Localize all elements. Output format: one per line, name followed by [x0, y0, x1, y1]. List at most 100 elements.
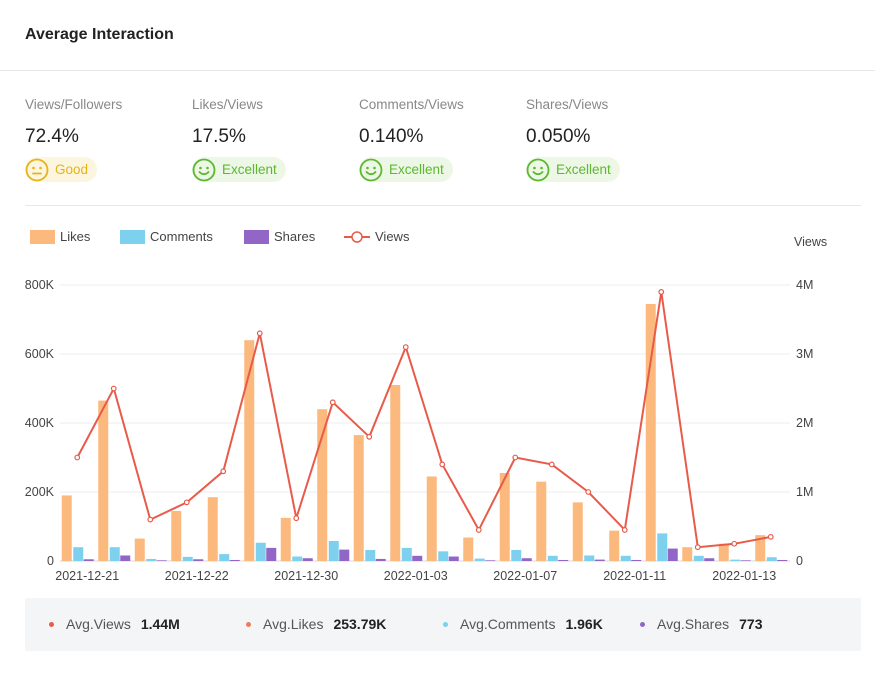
views-point — [256, 330, 263, 337]
legend-swatch — [120, 230, 145, 244]
comments-bar — [255, 542, 266, 561]
comments-bar — [693, 555, 704, 561]
views-point — [475, 527, 482, 533]
views-point — [147, 516, 154, 523]
legend-label: Shares — [274, 229, 316, 244]
y-left-tick-label: 200K — [25, 485, 55, 499]
summary-avg-views: Avg.Views 1.44M — [49, 598, 180, 651]
card-title: Average Interaction — [25, 26, 174, 43]
shares-bar — [485, 560, 496, 561]
summary-avg-likes: Avg.Likes 253.79K — [246, 598, 386, 651]
metric-label: Views/Followers — [25, 97, 123, 112]
views-point — [110, 385, 117, 392]
metric-likes-views: Likes/Views 17.5% Excellent — [192, 96, 352, 187]
metric-value: 0.050% — [526, 126, 591, 147]
shares-bar — [631, 559, 642, 561]
card-header: Average Interaction — [0, 0, 875, 71]
views-point — [621, 527, 628, 533]
rating-badge: Excellent — [192, 157, 286, 182]
comments-bar — [730, 559, 741, 561]
shares-bar — [740, 560, 751, 561]
summary-value: 773 — [739, 616, 763, 632]
comments-bar — [109, 547, 120, 561]
y-left-tick-label: 0 — [47, 554, 54, 568]
comments-bar — [219, 554, 230, 561]
legend-swatch — [30, 230, 55, 244]
views-point — [293, 515, 300, 522]
x-tick-label: 2022-01-11 — [603, 569, 666, 583]
x-tick-label: 2021-12-30 — [274, 569, 338, 583]
summary-dot — [246, 621, 251, 627]
section-divider — [25, 205, 861, 206]
summary-avg-comments: Avg.Comments 1.96K — [443, 598, 603, 651]
likes-bar — [682, 547, 693, 561]
metric-views-followers: Views/Followers 72.4% Good — [25, 96, 185, 187]
y-right-tick-label: 1M — [796, 485, 813, 499]
comments-bar — [328, 540, 339, 561]
shares-bar — [302, 558, 313, 561]
legend-label: Views — [375, 229, 410, 244]
likes-bar — [645, 303, 656, 561]
likes-bar — [244, 340, 255, 561]
shares-bar — [412, 555, 423, 561]
views-point — [402, 344, 409, 351]
summary-value: 1.44M — [140, 616, 180, 632]
summary-value: 253.79K — [333, 616, 387, 632]
x-tick-label: 2022-01-13 — [712, 569, 776, 583]
smile-face-icon — [526, 158, 550, 181]
shares-bar — [667, 548, 678, 561]
rating-text: Excellent — [222, 162, 277, 177]
y-right-tick-label: 0 — [796, 554, 803, 568]
comments-bar — [292, 556, 303, 561]
comments-bar — [584, 555, 595, 561]
likes-bar — [499, 473, 510, 561]
views-point — [366, 433, 373, 440]
summary-label: Avg.Shares — [657, 616, 730, 632]
views-point — [731, 540, 738, 547]
likes-bar — [61, 495, 72, 561]
metric-label: Comments/Views — [359, 97, 464, 112]
views-point — [439, 461, 446, 468]
likes-bar — [390, 385, 401, 561]
neutral-face-icon — [25, 158, 49, 181]
shares-bar — [83, 559, 94, 561]
x-tick-label: 2022-01-03 — [384, 569, 448, 583]
rating-text: Excellent — [389, 162, 444, 177]
likes-bar — [207, 497, 218, 561]
rating-badge: Good — [25, 157, 98, 182]
chart-svg: 0 200K 400K 600K 800K 0 1M 2M 3M 4M Views 2021-12-2… — [25, 229, 827, 583]
views-point — [585, 489, 592, 495]
likes-bar — [718, 543, 729, 561]
y-left-tick-label: 800K — [25, 278, 55, 292]
shares-bar — [229, 559, 240, 561]
likes-bar — [134, 538, 145, 561]
comments-bar — [547, 555, 558, 561]
comments-bar — [766, 557, 777, 561]
summary-avg-shares: Avg.Shares 773 — [640, 598, 762, 651]
metric-comments-views: Comments/Views 0.140% Excellent — [359, 96, 519, 187]
comments-bar — [182, 556, 193, 561]
shares-bar — [704, 558, 715, 561]
shares-bar — [448, 556, 459, 561]
rating-text: Good — [55, 162, 89, 177]
likes-bar — [171, 510, 182, 561]
summary-bar: Avg.Views 1.44M Avg.Likes 253.79K Avg.Comm… — [25, 598, 861, 651]
comments-bar — [438, 551, 449, 561]
views-point — [329, 399, 336, 406]
views-point — [658, 288, 665, 295]
y-left-tick-label: 600K — [25, 347, 55, 361]
likes-bar — [280, 517, 291, 561]
x-tick-label: 2022-01-07 — [493, 569, 557, 583]
views-point — [183, 499, 190, 506]
smile-face-icon — [192, 158, 216, 181]
summary-label: Avg.Views — [66, 616, 131, 632]
y-right-tick-label: 2M — [796, 416, 813, 430]
shares-bar — [594, 559, 605, 561]
interaction-chart: 0 200K 400K 600K 800K 0 1M 2M 3M 4M Views 2021-12-2… — [0, 215, 875, 590]
views-point — [512, 454, 519, 461]
summary-label: Avg.Likes — [263, 616, 324, 632]
shares-bar — [521, 558, 532, 561]
x-tick-label: 2021-12-21 — [55, 569, 119, 583]
views-point — [767, 533, 774, 540]
